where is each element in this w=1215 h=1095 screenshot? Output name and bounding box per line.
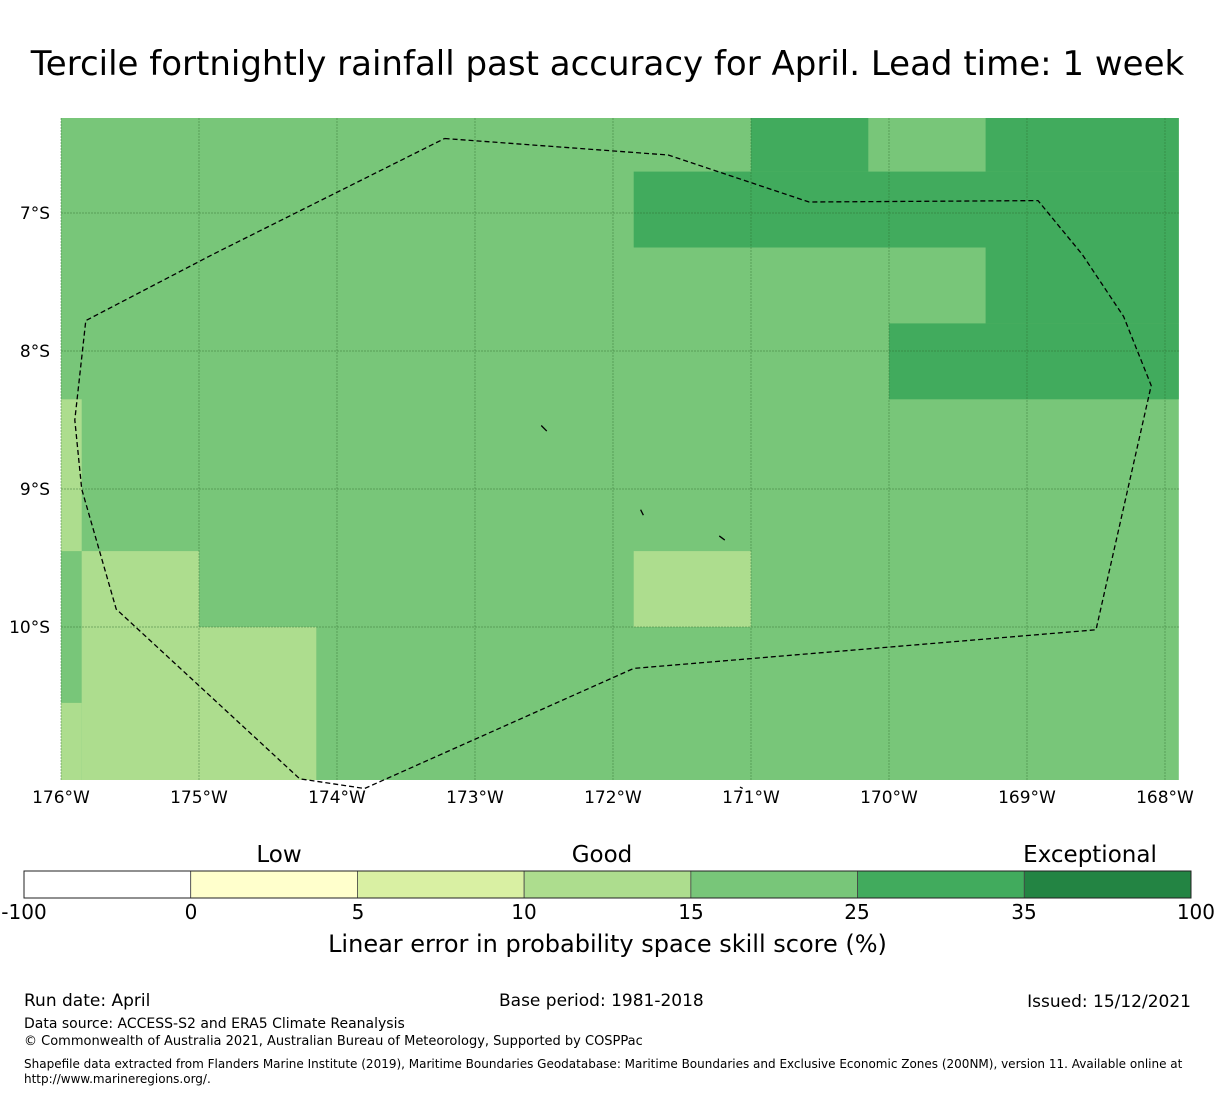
skill-cell-5 xyxy=(985,247,1179,324)
copyright: © Commonwealth of Australia 2021, Austra… xyxy=(24,1034,643,1049)
skill-cell-7 xyxy=(61,399,82,552)
colorbar-title: Linear error in probability space skill … xyxy=(328,930,887,958)
lon-label-175w: 175°W xyxy=(170,788,228,808)
category-exceptional: Exceptional xyxy=(1023,842,1157,868)
lon-label-176w: 176°W xyxy=(32,788,90,808)
issued-date: Issued: 15/12/2021 xyxy=(1027,992,1191,1012)
skill-cell-3 xyxy=(985,118,1179,172)
graticule xyxy=(60,118,1179,780)
skill-cell-8 xyxy=(81,551,199,627)
cbar-tick-25: 25 xyxy=(844,900,870,924)
skill-cell-2 xyxy=(751,118,869,172)
shapefile-credit: Shapefile data extracted from Flanders M… xyxy=(24,1057,1183,1086)
island-0 xyxy=(540,425,548,432)
island-2 xyxy=(718,535,726,541)
colorbar-segment-6 xyxy=(1023,870,1192,899)
cbar-tick-35: 35 xyxy=(1011,900,1037,924)
cbar-tick-0: 0 xyxy=(184,900,198,924)
lat-label-9s: 9°S xyxy=(19,480,50,500)
island-1 xyxy=(640,509,644,516)
colorbar-frame xyxy=(23,870,1192,899)
skill-grid xyxy=(61,118,1179,780)
eez-boundary xyxy=(74,137,1152,790)
colorbar xyxy=(23,870,1192,899)
island-3 xyxy=(739,786,744,790)
lon-label-173w: 173°W xyxy=(446,788,504,808)
colorbar-segment-2 xyxy=(357,870,525,899)
skill-cell-6 xyxy=(889,323,1179,400)
data-source: Data source: ACCESS-S2 and ERA5 Climate … xyxy=(24,1016,405,1032)
lon-label-168w: 168°W xyxy=(1136,788,1194,808)
skill-cell-4 xyxy=(633,171,1179,248)
cbar-tick-10: 10 xyxy=(511,900,537,924)
colorbar-segment-3 xyxy=(523,870,692,899)
lon-label-174w: 174°W xyxy=(308,788,366,808)
cbar-tick-15: 15 xyxy=(678,900,704,924)
lon-label-172w: 172°W xyxy=(584,788,642,808)
lat-label-7s: 7°S xyxy=(19,204,50,224)
colorbar-segment-4 xyxy=(690,870,858,899)
run-date: Run date: April xyxy=(24,991,151,1011)
lat-label-8s: 8°S xyxy=(19,342,50,362)
map-title: Tercile fortnightly rainfall past accura… xyxy=(30,44,1185,84)
lat-label-10s: 10°S xyxy=(9,618,50,638)
skill-cell-11 xyxy=(633,551,751,627)
category-good: Good xyxy=(571,842,633,868)
colorbar-segment-1 xyxy=(190,870,358,899)
category-low: Low xyxy=(256,842,302,868)
lon-label-171w: 171°W xyxy=(722,788,780,808)
colorbar-segment-0 xyxy=(23,870,192,899)
lon-label-169w: 169°W xyxy=(998,788,1056,808)
cbar-tick-5: 5 xyxy=(351,900,365,924)
cbar-tick-100: 100 xyxy=(1176,900,1215,924)
lon-label-170w: 170°W xyxy=(860,788,918,808)
islands xyxy=(540,425,744,790)
colorbar-segment-5 xyxy=(857,870,1025,899)
cbar-tick-neg100: -100 xyxy=(1,900,47,924)
skill-cell-10 xyxy=(61,702,82,780)
base-period: Base period: 1981-2018 xyxy=(499,991,704,1011)
